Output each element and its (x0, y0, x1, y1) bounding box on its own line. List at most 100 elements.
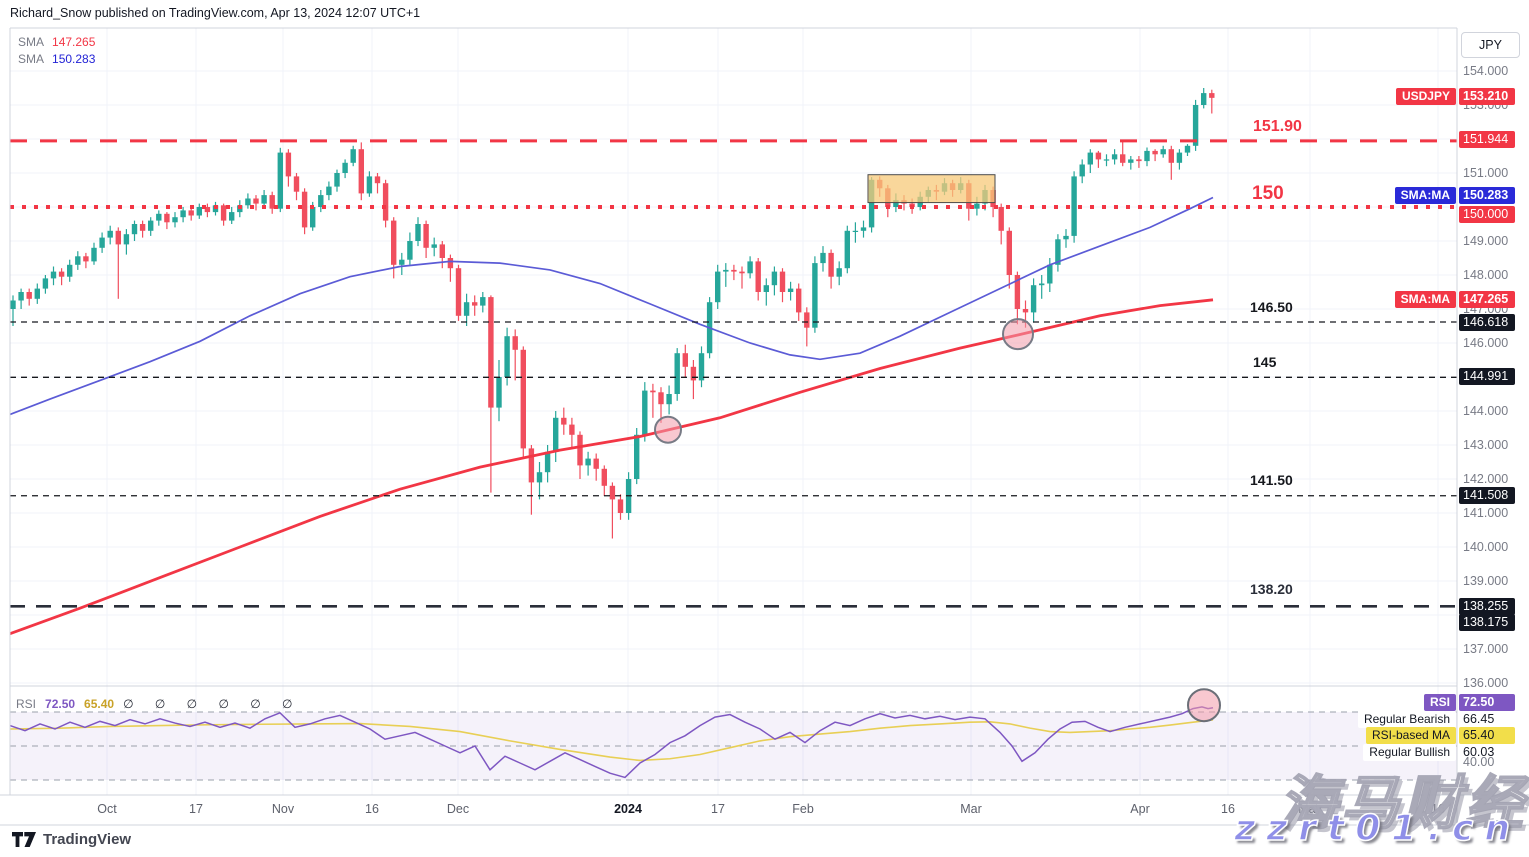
time-axis-label: 2024 (614, 802, 642, 816)
candle (666, 385, 672, 415)
level-label[interactable]: 150 (1252, 183, 1284, 204)
candle (763, 278, 769, 306)
candle (852, 222, 859, 243)
candle (172, 212, 178, 228)
candle (1128, 156, 1134, 170)
price-badge: 144.991 (1459, 368, 1515, 385)
candle (553, 411, 559, 462)
sma-blue-line (9, 196, 1214, 416)
publish-attribution: Richard_Snow published on TradingView.co… (10, 6, 421, 20)
candle (1152, 149, 1158, 162)
level-label[interactable]: 145 (1253, 354, 1277, 370)
price-axis-tick: 151.000 (1463, 166, 1509, 180)
time-axis-label: Oct (97, 802, 117, 816)
candle (504, 327, 510, 386)
candle (755, 258, 761, 301)
series-tag[interactable]: SMA:MA (1394, 291, 1456, 308)
candle (382, 179, 389, 228)
sma-layer (9, 196, 1214, 636)
candle (342, 159, 348, 179)
candle (585, 451, 591, 476)
sma-legend-row[interactable]: SMA 150.283 (18, 51, 95, 68)
candle (1079, 159, 1085, 184)
series-tag[interactable]: Regular Bearish (1357, 711, 1456, 728)
level-label[interactable]: 146.50 (1250, 299, 1293, 315)
candle (18, 288, 24, 309)
candle (561, 407, 567, 435)
brand-name: TradingView (43, 831, 132, 848)
candle (544, 445, 551, 483)
candle (75, 251, 81, 270)
candle (50, 266, 57, 286)
price-badge: 147.265 (1459, 291, 1515, 308)
candle (366, 171, 373, 197)
candle (1209, 89, 1215, 114)
candle (1103, 154, 1110, 167)
candle (285, 149, 292, 187)
sma-legend-row[interactable]: SMA 147.265 (18, 34, 95, 51)
level-label[interactable]: 138.20 (1250, 581, 1293, 597)
candle (674, 348, 680, 401)
price-axis-tick: 144.000 (1463, 404, 1509, 418)
candle (1047, 258, 1053, 292)
footer-branding[interactable]: TradingView (12, 831, 131, 848)
candle (1006, 227, 1012, 289)
candle (374, 173, 381, 194)
candle (293, 173, 300, 201)
level-label[interactable]: 151.90 (1253, 118, 1302, 135)
sma-red-line (9, 298, 1214, 636)
candle (188, 207, 194, 221)
circle-markers-layer (654, 318, 1034, 444)
box-layer (867, 174, 996, 204)
series-tag[interactable]: Regular Bullish (1363, 744, 1456, 761)
candle (1111, 149, 1118, 165)
candle (164, 212, 170, 230)
rsi-label: RSI (16, 697, 37, 711)
series-tag[interactable]: RSI-based MA (1365, 727, 1456, 744)
candle (787, 281, 794, 301)
candle (83, 252, 89, 269)
candle (277, 147, 283, 213)
candle (58, 268, 65, 286)
candle (156, 210, 162, 226)
currency-scale-button[interactable]: JPY (1461, 32, 1520, 58)
price-axis-tick: 137.000 (1463, 642, 1509, 656)
candle (148, 217, 154, 236)
tradingview-logo-icon (12, 832, 36, 847)
series-tag[interactable]: SMA:MA (1394, 187, 1456, 204)
series-tag[interactable]: USDJPY (1395, 88, 1456, 105)
rsi-legend[interactable]: RSI 72.50 65.40 ∅ ∅ ∅ ∅ ∅ ∅ (16, 697, 301, 711)
candles-layer (10, 88, 1215, 539)
price-badge: 66.45 (1459, 711, 1515, 728)
candle (91, 242, 97, 265)
candle (463, 293, 470, 326)
price-axis-tick: 141.000 (1463, 506, 1509, 520)
candle (658, 387, 664, 423)
rsi-line (9, 706, 1214, 779)
candle (796, 283, 802, 321)
highlight-circle (654, 415, 682, 444)
time-axis-label: 16 (365, 802, 379, 816)
series-tag[interactable]: RSI (1423, 694, 1456, 711)
time-axis-label: Dec (446, 802, 470, 816)
time-axis-label: May (1298, 802, 1322, 816)
price-badge: 150.283 (1459, 187, 1515, 204)
rsi-divergence-flags-icon: ∅ ∅ ∅ ∅ ∅ ∅ (123, 697, 302, 711)
price-axis-tick: 149.000 (1463, 234, 1509, 248)
candle (1192, 99, 1199, 151)
candle (739, 266, 745, 289)
candle (269, 191, 275, 214)
candle (326, 181, 332, 201)
candle (334, 169, 340, 192)
candle (488, 295, 494, 493)
consolidation-box (867, 174, 996, 204)
level-label[interactable]: 141.50 (1250, 472, 1293, 488)
price-badge: 138.255 (1459, 598, 1515, 615)
candle (779, 268, 786, 303)
candle (496, 360, 502, 422)
candle (1055, 234, 1061, 272)
candle (650, 383, 656, 418)
candle (10, 295, 16, 326)
